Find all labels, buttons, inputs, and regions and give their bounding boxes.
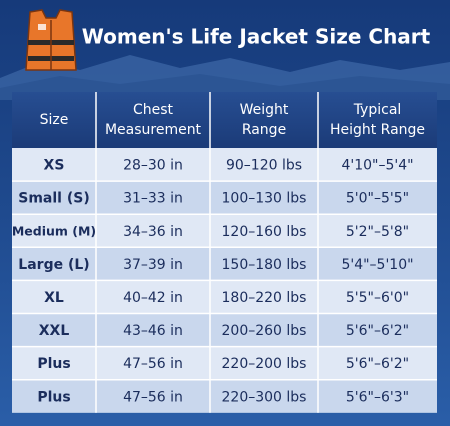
value-cell: 43–46 in (123, 323, 183, 339)
table-row (12, 214, 437, 248)
value-cell: 37–39 in (123, 257, 183, 273)
value-cell: 90–120 lbs (226, 158, 302, 174)
table-row (12, 379, 437, 413)
value-cell: 31–33 in (123, 191, 183, 207)
column-header: Chest (133, 102, 174, 118)
value-cell: 150–180 lbs (222, 257, 307, 273)
value-cell: 220–200 lbs (222, 356, 307, 372)
size-cell: Plus (37, 356, 70, 372)
title: Women's Life Jacket Size Chart (82, 25, 431, 49)
column-header: Weight (240, 102, 289, 118)
value-cell: 5'4"–5'10" (341, 257, 413, 273)
table-row (12, 313, 437, 347)
table-row (12, 280, 437, 314)
size-cell: Small (S) (18, 191, 89, 207)
table-row (12, 346, 437, 380)
header-row (12, 92, 437, 148)
size-cell: Medium (M) (12, 223, 96, 238)
value-cell: 200–260 lbs (222, 323, 307, 339)
table-row (12, 148, 437, 182)
value-cell: 5'0"–5'5" (346, 191, 409, 207)
size-cell: Plus (37, 389, 70, 405)
value-cell: 34–36 in (123, 224, 183, 240)
value-cell: 40–42 in (123, 290, 183, 306)
value-cell: 5'5"–6'0" (346, 290, 409, 306)
value-cell: 220–300 lbs (222, 389, 307, 405)
size-cell: XL (44, 290, 64, 306)
value-cell: 100–130 lbs (222, 191, 307, 207)
value-cell: 5'6"–6'2" (346, 356, 409, 372)
table: Size Chest Measurement Weight Range Typical He… (12, 92, 437, 413)
column-header: Measurement (105, 122, 202, 138)
value-cell: 47–56 in (123, 356, 183, 372)
value-cell: 5'2"–5'8" (346, 224, 409, 240)
value-cell: 180–220 lbs (222, 290, 307, 306)
column-header: Size (40, 112, 69, 128)
life-jacket-icon (25, 9, 77, 71)
column-header: Typical (353, 102, 402, 118)
column-header: Height Range (330, 122, 425, 138)
value-cell: 120–160 lbs (222, 224, 307, 240)
value-cell: 5'6"–6'2" (346, 323, 409, 339)
size-cell: XXL (39, 323, 70, 339)
value-cell: 4'10"–5'4" (341, 158, 413, 174)
column-header: Range (242, 122, 286, 138)
size-cell: XS (44, 158, 65, 174)
table-row (12, 181, 437, 215)
value-cell: 5'6"–6'3" (346, 389, 409, 405)
size-cell: Large (L) (18, 257, 89, 273)
value-cell: 47–56 in (123, 389, 183, 405)
value-cell: 28–30 in (123, 158, 183, 174)
table-row (12, 247, 437, 281)
